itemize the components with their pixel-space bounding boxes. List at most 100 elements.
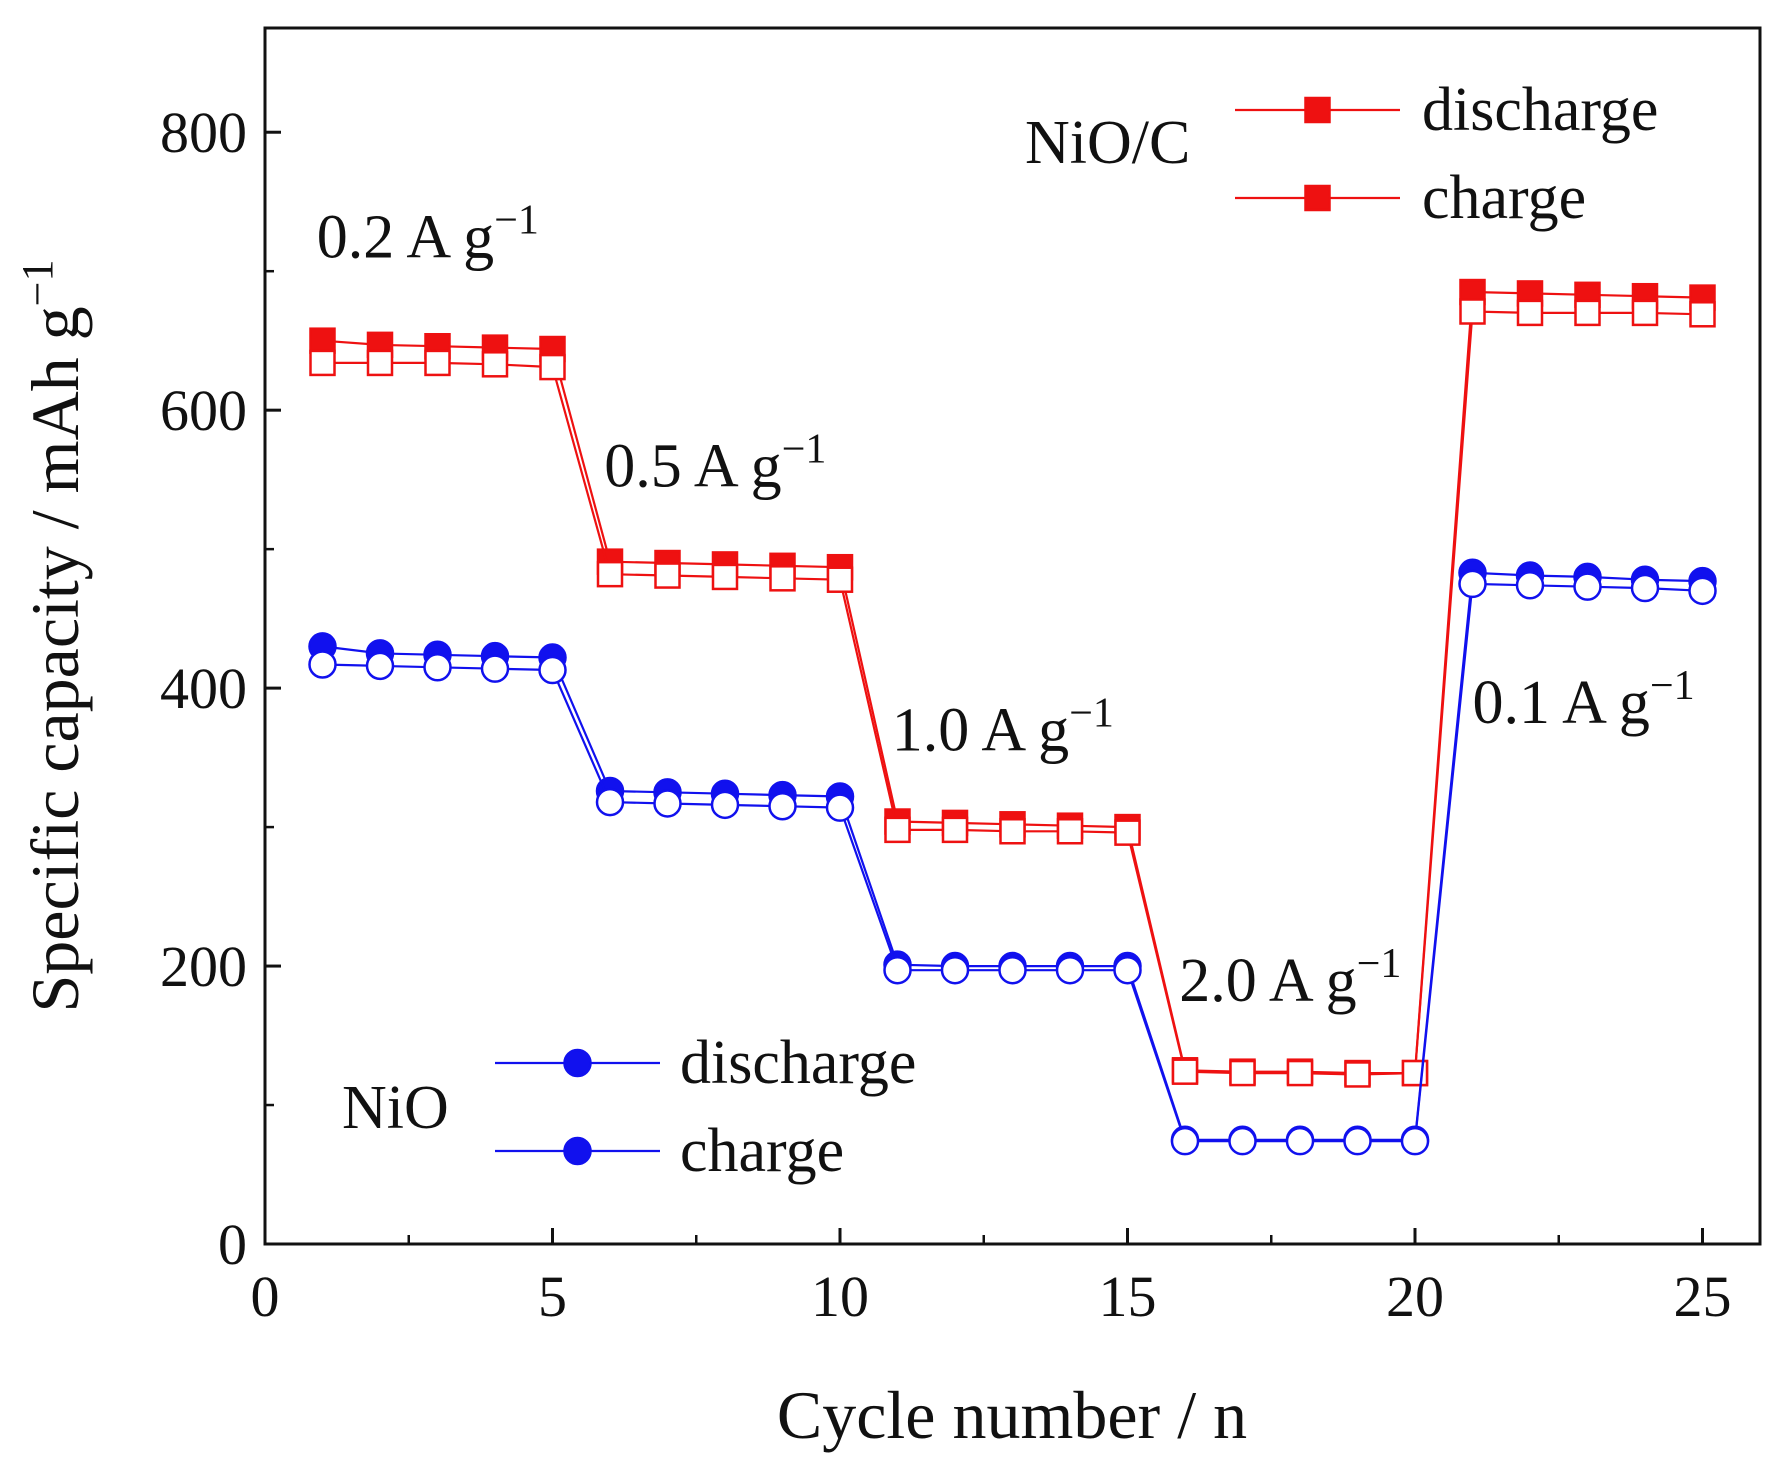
data-point-nio-c-charge	[999, 818, 1026, 845]
legend-group-label: NiO	[342, 1074, 449, 1142]
data-point-nio-c-charge	[1574, 299, 1601, 327]
data-point-nio-c-charge	[1344, 1061, 1371, 1088]
data-point-nio-charge	[768, 791, 797, 821]
axis-ticks: 0 5 10 15 20 25 0 200 400 600 800	[160, 100, 1732, 1329]
data-point-nio-c-charge	[481, 351, 509, 378]
data-point-nio-c-charge	[769, 565, 796, 592]
series-nio-c-charge	[309, 298, 1716, 1088]
data-point-nio-c-charge	[1459, 298, 1486, 325]
current-density-label: 0.2 A g−1	[317, 197, 539, 271]
data-point-nio-c-charge	[424, 349, 451, 377]
y-tick-label: 200	[160, 934, 247, 999]
legend-nio: NiO discharge charge	[342, 1029, 916, 1185]
data-point-nio-charge	[365, 651, 395, 681]
data-point-nio-charge	[423, 653, 452, 682]
current-density-value: 0.5 A g	[604, 433, 781, 501]
y-tick-label: 0	[218, 1212, 247, 1277]
data-point-nio-charge	[1285, 1126, 1315, 1156]
data-point-nio-c-charge	[366, 349, 394, 377]
series-line-nio-charge	[322, 582, 1703, 1143]
data-point-nio-charge	[1343, 1126, 1372, 1156]
legends: NiO/C discharge charge NiO discharge charge	[342, 76, 1658, 1185]
legend-marker	[1304, 96, 1331, 124]
x-tick-label: 15	[1099, 1264, 1157, 1329]
data-point-nio-charge	[825, 793, 855, 822]
data-point-nio-c-charge	[884, 816, 911, 844]
x-tick-label: 5	[538, 1264, 567, 1329]
data-point-nio-charge	[480, 654, 510, 683]
y-axis-label-sup: −1	[13, 259, 62, 306]
data-point-nio-charge	[883, 955, 912, 985]
rate-annotations: 0.2 A g−10.5 A g−11.0 A g−12.0 A g−10.1 …	[317, 197, 1695, 1014]
current-density-label: 0.1 A g−1	[1473, 663, 1695, 737]
data-point-nio-charge	[1228, 1126, 1257, 1156]
data-point-nio-c-charge	[1631, 299, 1659, 327]
legend-entry-label: discharge	[680, 1029, 916, 1097]
data-point-nio-charge	[595, 787, 625, 817]
data-point-nio-c-charge	[1171, 1058, 1199, 1085]
data-point-nio-charge	[1573, 572, 1602, 601]
data-point-nio-charge	[1458, 569, 1487, 599]
data-point-nio-c-charge	[654, 562, 681, 589]
data-point-nio-charge	[940, 955, 970, 985]
x-tick-label: 25	[1674, 1264, 1732, 1329]
current-density-label: 2.0 A g−1	[1179, 941, 1401, 1015]
legend-marker	[563, 1048, 592, 1078]
current-density-unit-sup: −1	[1650, 663, 1695, 709]
data-point-nio-charge	[1055, 955, 1085, 985]
data-point-nio-c-charge	[539, 353, 566, 381]
data-point-nio-charge	[1515, 571, 1545, 600]
data-point-nio-charge	[308, 650, 337, 679]
data-point-nio-charge	[1170, 1126, 1200, 1156]
current-density-value: 0.2 A g	[317, 203, 494, 271]
data-point-nio-c-charge	[1516, 299, 1544, 327]
data-point-nio-c-charge	[826, 566, 854, 593]
current-density-unit-sup: −1	[494, 197, 539, 243]
legend-entry-label: charge	[1422, 164, 1586, 232]
data-point-nio-charge	[998, 955, 1027, 985]
current-density-label: 0.5 A g−1	[604, 427, 826, 501]
data-point-nio-c-charge	[1056, 818, 1084, 845]
legend-marker	[1304, 184, 1331, 212]
current-density-value: 1.0 A g	[892, 697, 1069, 765]
data-point-nio-c-charge	[1114, 819, 1141, 846]
series-nio-charge	[308, 569, 1717, 1156]
data-point-nio-c-charge	[1689, 301, 1716, 328]
current-density-label: 1.0 A g−1	[892, 691, 1114, 765]
data-point-nio-charge	[538, 655, 567, 685]
legend-entry-label: charge	[680, 1117, 844, 1185]
data-point-nio-c-charge	[711, 563, 739, 591]
legend-marker	[563, 1136, 592, 1166]
current-density-unit-sup: −1	[1069, 691, 1114, 737]
legend-group-label: NiO/C	[1025, 109, 1190, 177]
x-axis-label: Cycle number / n	[777, 1377, 1247, 1453]
data-point-nio-charge	[1113, 955, 1142, 985]
legend-entry-label: discharge	[1422, 76, 1658, 144]
series-layer	[308, 278, 1717, 1156]
data-point-nio-c-charge	[1286, 1059, 1314, 1087]
x-tick-label: 10	[811, 1264, 869, 1329]
data-point-nio-c-charge	[596, 560, 624, 588]
data-point-nio-c-charge	[941, 816, 969, 844]
data-point-nio-charge	[1688, 576, 1717, 606]
y-axis-label: Specific capacity / mAh g−1	[13, 259, 93, 1012]
current-density-value: 0.1 A g	[1473, 669, 1650, 737]
data-point-nio-charge	[1400, 1126, 1430, 1156]
legend-nio-c: NiO/C discharge charge	[1025, 76, 1658, 232]
data-point-nio-c-charge	[1229, 1059, 1256, 1087]
data-point-nio-charge	[710, 790, 740, 820]
data-point-nio-charge	[1630, 573, 1660, 603]
data-point-nio-c-discharge	[309, 327, 336, 354]
data-point-nio-charge	[653, 789, 682, 818]
y-tick-label: 600	[160, 378, 247, 443]
data-point-nio-c-charge	[309, 349, 336, 377]
y-axis-label-text: Specific capacity / mAh g	[17, 306, 93, 1012]
x-tick-label: 0	[251, 1264, 280, 1329]
current-density-value: 2.0 A g	[1179, 947, 1356, 1015]
x-tick-label: 20	[1386, 1264, 1444, 1329]
series-line-nio-discharge	[322, 571, 1703, 1141]
plot-frame	[263, 26, 1762, 1246]
current-density-unit-sup: −1	[782, 427, 827, 473]
y-tick-label: 400	[160, 656, 247, 721]
